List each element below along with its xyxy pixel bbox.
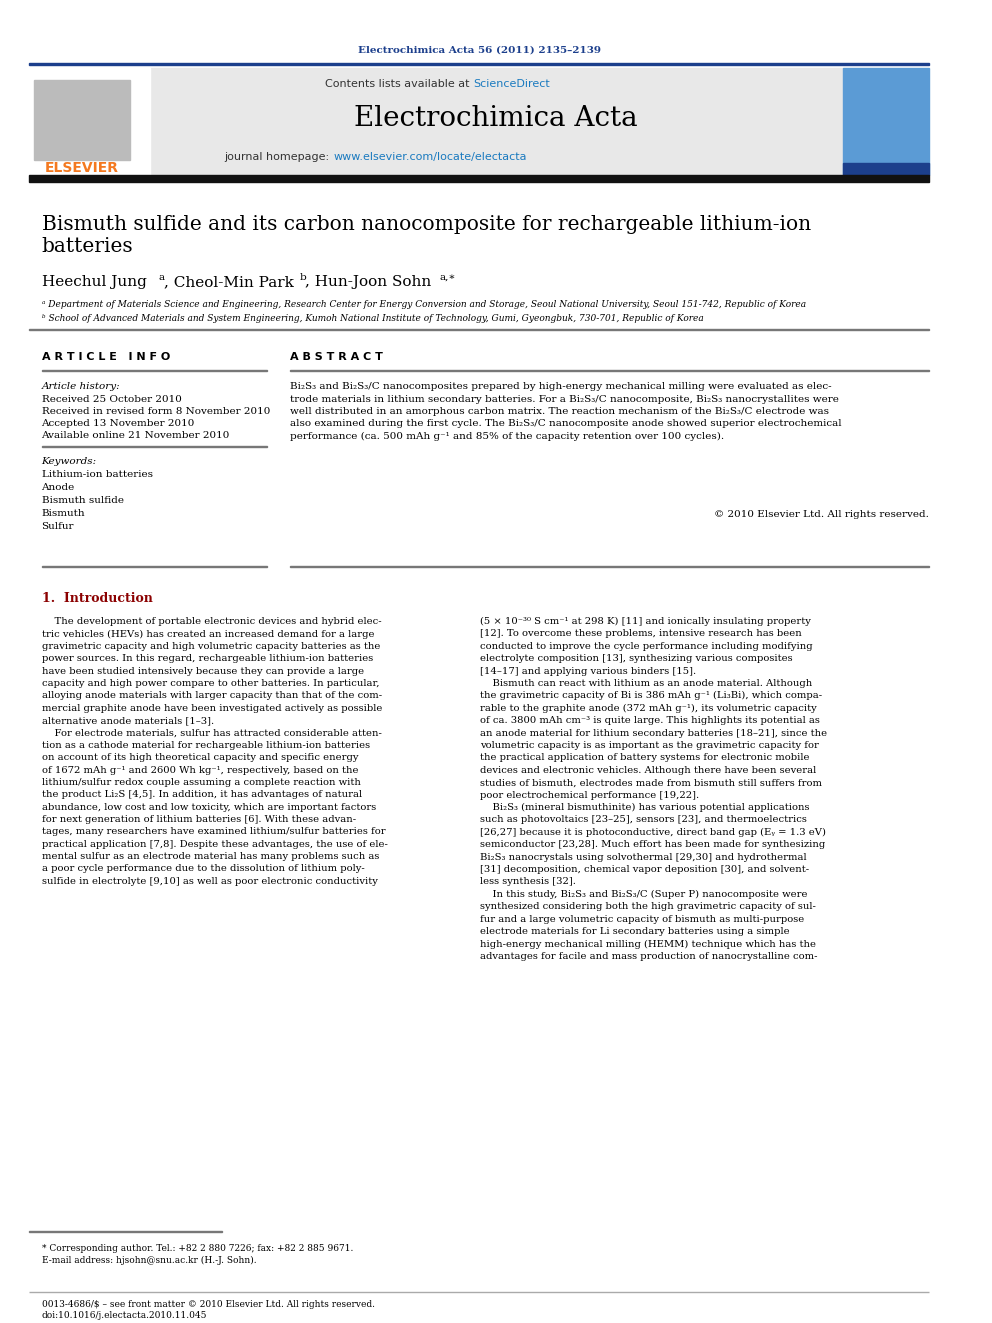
Text: Contents lists available at: Contents lists available at	[325, 79, 473, 89]
Text: Lithium-ion batteries: Lithium-ion batteries	[42, 470, 153, 479]
Bar	[843, 67, 930, 175]
Text: journal homepage:: journal homepage:	[224, 152, 333, 161]
Text: Article history:: Article history:	[42, 382, 120, 392]
Bar	[29, 67, 150, 175]
Text: Bismuth: Bismuth	[42, 509, 85, 519]
Text: © 2010 Elsevier Ltd. All rights reserved.: © 2010 Elsevier Ltd. All rights reserved…	[714, 509, 930, 519]
Text: Electrochimica Acta 56 (2011) 2135–2139: Electrochimica Acta 56 (2011) 2135–2139	[358, 45, 601, 54]
Text: Keywords:: Keywords:	[42, 456, 96, 466]
Text: A R T I C L E   I N F O: A R T I C L E I N F O	[42, 352, 170, 363]
Bar	[150, 67, 843, 175]
Text: , Cheol-Min Park: , Cheol-Min Park	[165, 275, 294, 288]
Bar	[34, 79, 130, 160]
Text: ᵃ Department of Materials Science and Engineering, Research Center for Energy Co: ᵃ Department of Materials Science and En…	[42, 300, 806, 310]
Text: , Hun-Joon Sohn: , Hun-Joon Sohn	[306, 275, 432, 288]
Text: a: a	[159, 273, 165, 282]
Text: 0013-4686/$ – see front matter © 2010 Elsevier Ltd. All rights reserved.: 0013-4686/$ – see front matter © 2010 El…	[42, 1301, 375, 1308]
Text: ELSEVIER: ELSEVIER	[45, 161, 119, 175]
Text: Received 25 October 2010: Received 25 October 2010	[42, 396, 182, 404]
Text: Received in revised form 8 November 2010: Received in revised form 8 November 2010	[42, 407, 270, 415]
Text: Accepted 13 November 2010: Accepted 13 November 2010	[42, 419, 194, 429]
Text: A B S T R A C T: A B S T R A C T	[290, 352, 383, 363]
Bar	[843, 163, 930, 175]
Text: Available online 21 November 2010: Available online 21 November 2010	[42, 431, 230, 441]
Text: doi:10.1016/j.electacta.2010.11.045: doi:10.1016/j.electacta.2010.11.045	[42, 1311, 207, 1320]
Text: E-mail address: hjsohn@snu.ac.kr (H.-J. Sohn).: E-mail address: hjsohn@snu.ac.kr (H.-J. …	[42, 1256, 256, 1265]
Text: www.elsevier.com/locate/electacta: www.elsevier.com/locate/electacta	[333, 152, 527, 161]
Text: Anode: Anode	[42, 483, 74, 492]
Text: ScienceDirect: ScienceDirect	[473, 79, 551, 89]
Text: a,∗: a,∗	[439, 273, 456, 282]
Text: batteries: batteries	[42, 237, 133, 255]
Text: Sulfur: Sulfur	[42, 523, 74, 531]
Text: The development of portable electronic devices and hybrid elec-
tric vehicles (H: The development of portable electronic d…	[42, 617, 388, 885]
Text: Bismuth sulfide and its carbon nanocomposite for rechargeable lithium-ion: Bismuth sulfide and its carbon nanocompo…	[42, 216, 810, 234]
Text: Electrochimica Acta: Electrochimica Acta	[354, 105, 638, 131]
Text: 1.  Introduction: 1. Introduction	[42, 591, 153, 605]
Bar	[29, 175, 930, 183]
Text: Bi₂S₃ and Bi₂S₃/C nanocomposites prepared by high-energy mechanical milling were: Bi₂S₃ and Bi₂S₃/C nanocomposites prepare…	[290, 382, 841, 441]
Text: Bismuth sulfide: Bismuth sulfide	[42, 496, 124, 505]
Text: b: b	[300, 273, 307, 282]
Text: ᵇ School of Advanced Materials and System Engineering, Kumoh National Institute : ᵇ School of Advanced Materials and Syste…	[42, 314, 703, 323]
Text: * Corresponding author. Tel.: +82 2 880 7226; fax: +82 2 885 9671.: * Corresponding author. Tel.: +82 2 880 …	[42, 1244, 353, 1253]
Text: (5 × 10⁻³⁰ S cm⁻¹ at 298 K) [11] and ionically insulating property
[12]. To over: (5 × 10⁻³⁰ S cm⁻¹ at 298 K) [11] and ion…	[480, 617, 827, 960]
Text: Heechul Jung: Heechul Jung	[42, 275, 147, 288]
Bar	[29, 62, 930, 65]
